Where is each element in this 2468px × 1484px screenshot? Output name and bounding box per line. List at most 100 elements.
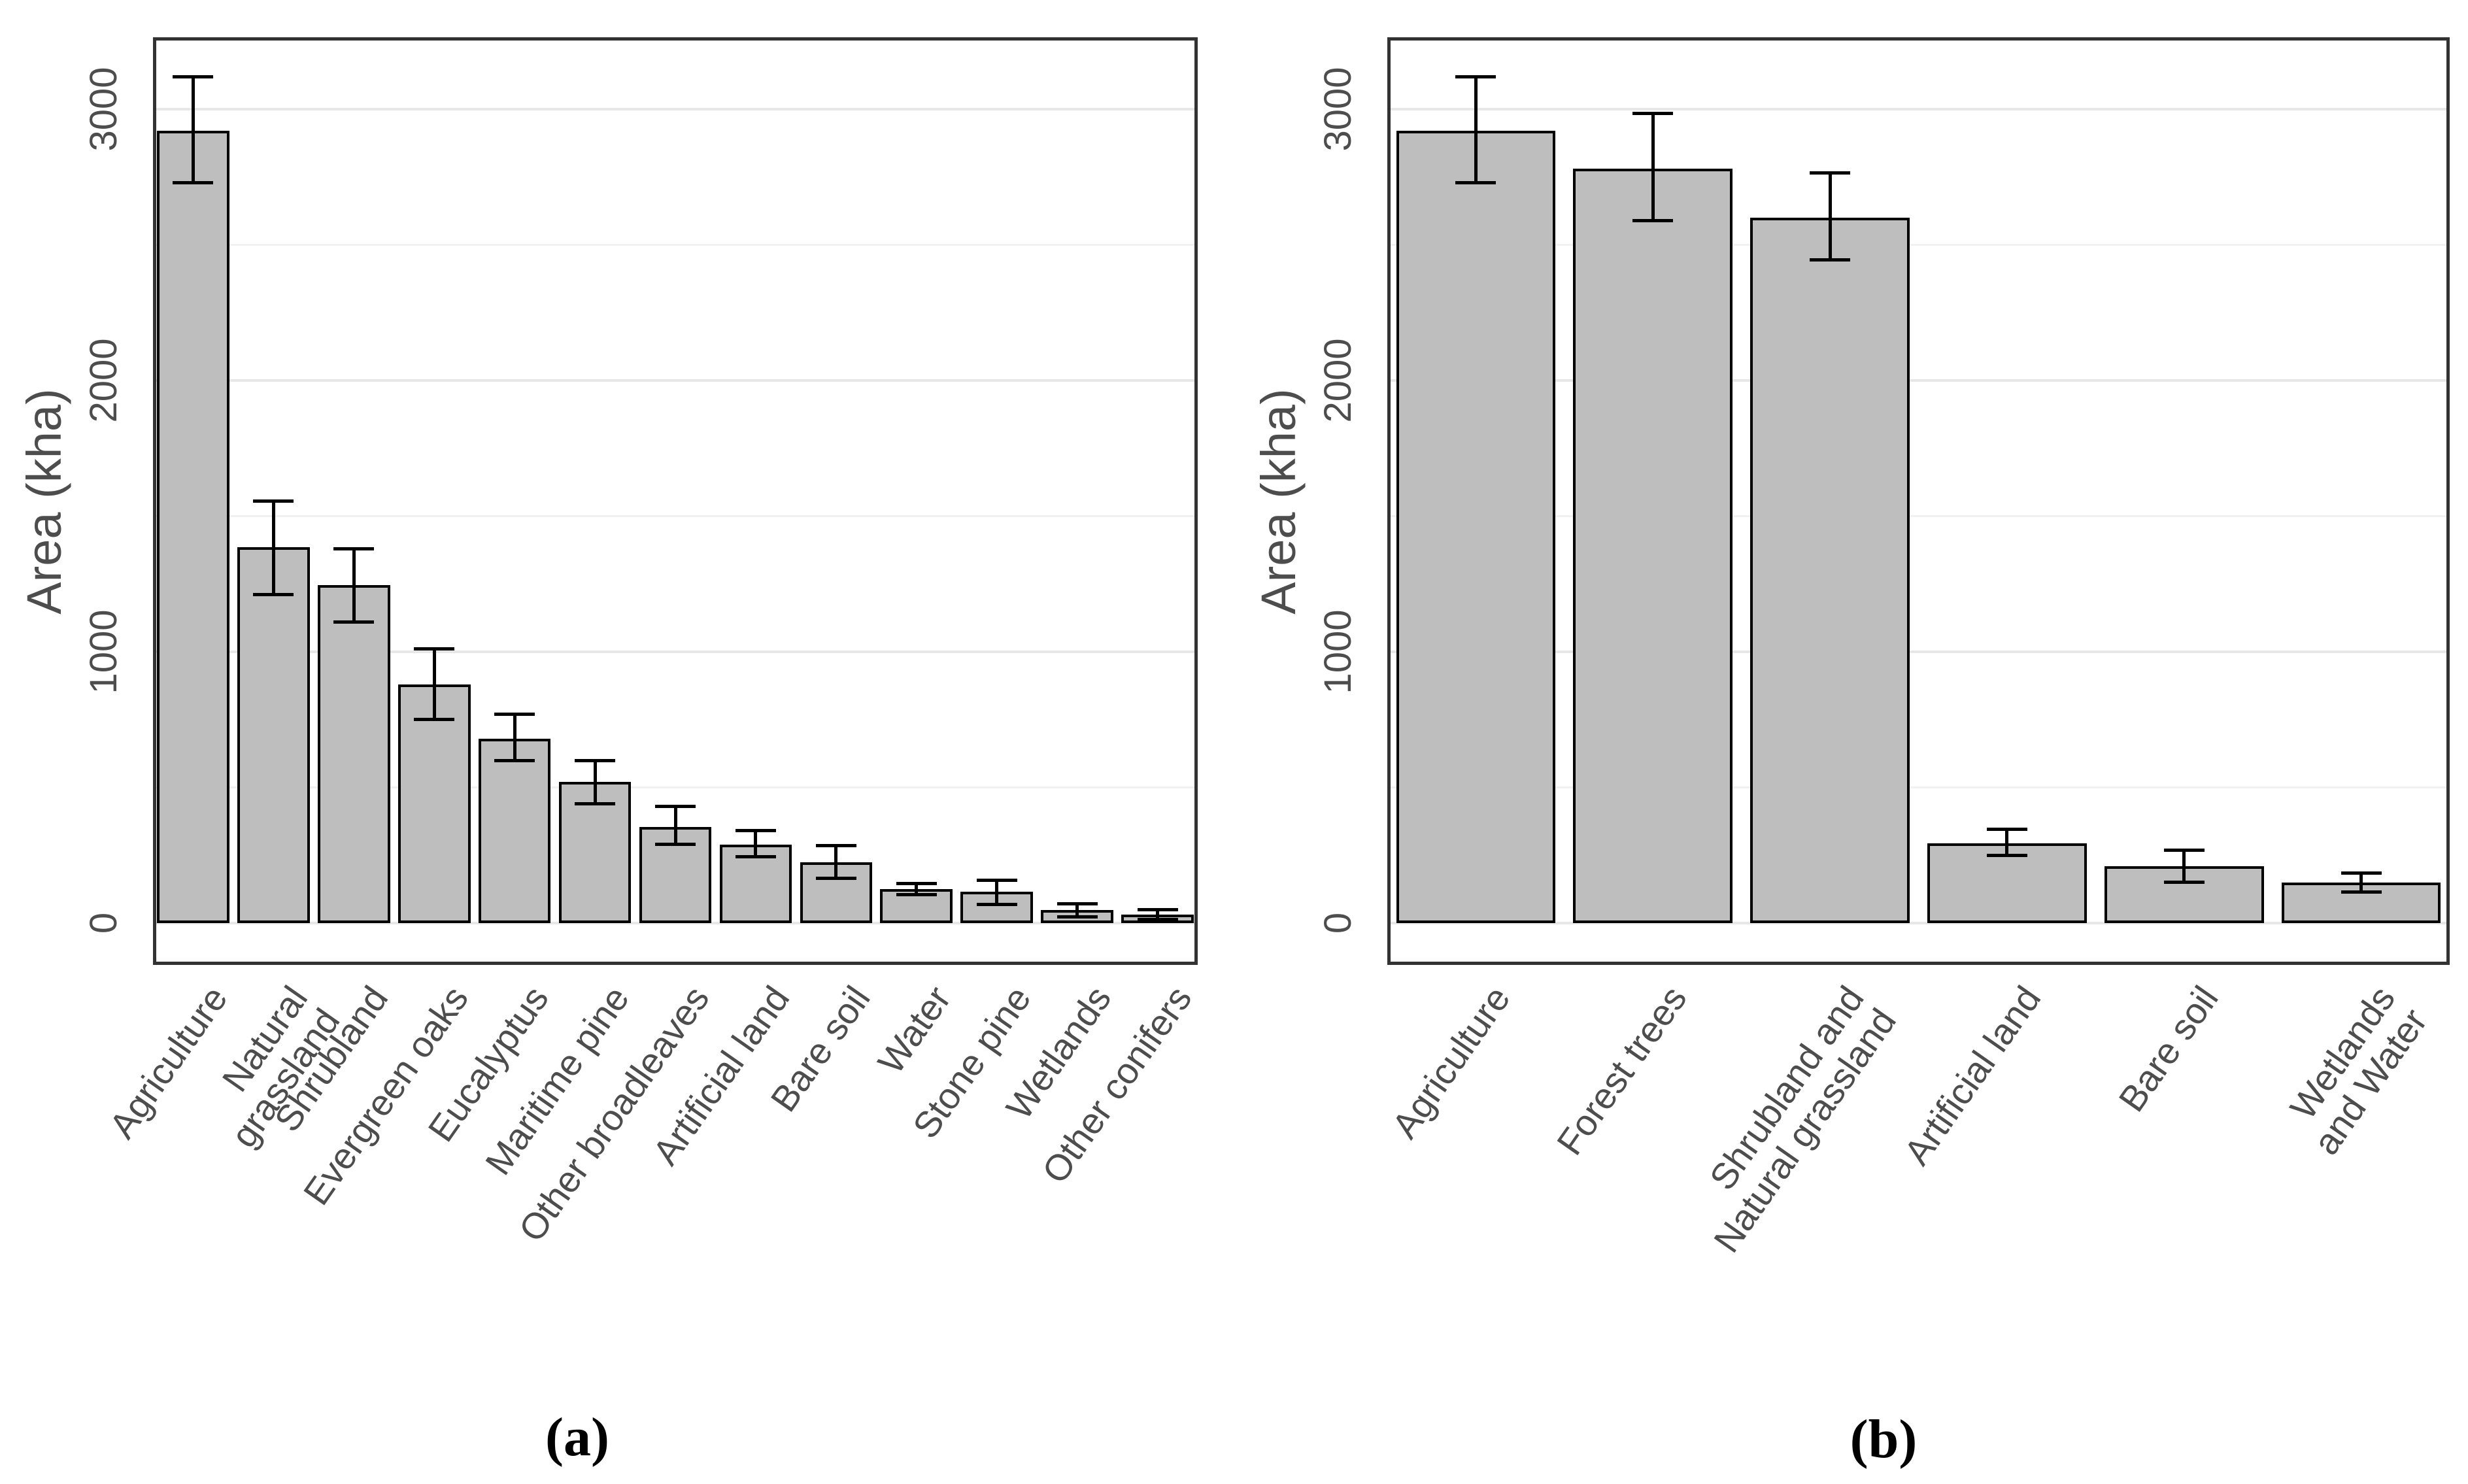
error-bar-cap-top	[414, 647, 455, 651]
error-bar-cap-top	[1137, 907, 1178, 911]
gridline-major	[1387, 107, 2450, 110]
error-bar-cap-bottom	[896, 893, 937, 897]
bar	[1750, 218, 1910, 924]
error-bar-cap-top	[815, 844, 856, 848]
gridline-major	[153, 922, 1198, 925]
gridline-minor	[1387, 515, 2450, 518]
error-bar-line	[1651, 113, 1655, 221]
bar	[1396, 131, 1556, 924]
y-tick-label: 3000	[1316, 67, 1359, 152]
error-bar-cap-bottom	[735, 854, 776, 858]
x-tick-label: Shrubland and Natural grassland	[1701, 978, 1904, 1260]
error-bar-cap-bottom	[1632, 218, 1674, 222]
x-tick-label: Bare soil	[2110, 978, 2226, 1119]
bar	[1573, 169, 1733, 924]
error-bar-cap-top	[1057, 902, 1098, 905]
error-bar-cap-top	[1632, 111, 1674, 115]
error-bar-line	[2005, 829, 2009, 856]
error-bar-cap-bottom	[1057, 915, 1098, 919]
error-bar-cap-top	[1810, 171, 1851, 175]
bar	[237, 547, 310, 924]
error-bar-cap-bottom	[1986, 853, 2027, 857]
error-bar-line	[995, 880, 999, 905]
y-tick-label: 3000	[82, 67, 125, 152]
bar	[639, 826, 712, 924]
plot-area-b	[1387, 37, 2450, 965]
panel-caption-b: (b)	[1850, 1409, 1918, 1470]
gridline-layer-b	[1387, 37, 2450, 965]
gridline-major	[1387, 922, 2450, 925]
error-bar-line	[352, 548, 356, 622]
error-bar-cap-bottom	[976, 902, 1017, 906]
gridline-major	[153, 107, 1198, 110]
error-bar-cap-bottom	[173, 180, 214, 184]
x-tick-label: Agriculture	[1383, 978, 1518, 1146]
gridline-minor	[153, 515, 1198, 518]
y-tick-label: 1000	[82, 609, 125, 694]
y-tick-label: 2000	[82, 338, 125, 423]
error-bar-line	[1828, 173, 1832, 260]
error-bar-cap-bottom	[575, 801, 616, 805]
bar	[157, 131, 229, 924]
error-bar-cap-bottom	[1455, 180, 1496, 184]
x-tick-label: Wetlands and Water	[2282, 978, 2436, 1162]
y-tick-label: 1000	[1316, 609, 1359, 694]
error-bar-cap-top	[1455, 75, 1496, 78]
error-bar-line	[191, 76, 195, 183]
y-tick-label: 0	[82, 912, 125, 934]
error-bar-line	[1474, 76, 1478, 183]
bar	[478, 738, 551, 924]
error-bar-cap-bottom	[253, 593, 294, 597]
error-bar-cap-top	[1986, 828, 2027, 832]
gridline-minor	[1387, 786, 2450, 789]
error-bar-line	[1156, 909, 1160, 920]
gridline-major	[153, 650, 1198, 654]
error-bar-cap-bottom	[494, 758, 535, 762]
error-bar-line	[2359, 873, 2363, 892]
x-tick-label: Artificial land	[1896, 978, 2049, 1173]
error-bar-cap-top	[896, 882, 937, 886]
error-bar-cap-bottom	[2341, 890, 2382, 894]
error-bar-cap-top	[655, 805, 696, 809]
error-bar-cap-top	[976, 879, 1017, 883]
bar-layer-b	[1387, 37, 2450, 965]
error-bar-cap-bottom	[2163, 881, 2205, 885]
error-bar-cap-top	[253, 499, 294, 503]
error-bar-cap-bottom	[815, 877, 856, 881]
error-bar-cap-bottom	[333, 620, 375, 624]
error-bar-line	[271, 501, 275, 595]
gridline-minor	[153, 244, 1198, 246]
error-bar-cap-top	[2163, 848, 2205, 852]
error-bar-line	[673, 806, 677, 845]
error-bar-cap-top	[575, 758, 616, 762]
gridline-minor	[153, 786, 1198, 789]
y-tick-label: 2000	[1316, 338, 1359, 423]
error-bar-line	[432, 649, 436, 720]
error-bar-line	[1075, 903, 1079, 917]
error-bar-cap-top	[2341, 871, 2382, 875]
panel-caption-a: (a)	[545, 1407, 609, 1468]
error-bar-cap-top	[333, 547, 375, 550]
bar-layer-a	[153, 37, 1198, 965]
error-bar-cap-bottom	[655, 843, 696, 847]
error-bar-cap-bottom	[1137, 918, 1178, 922]
gridline-major	[1387, 379, 2450, 382]
error-bar-line	[915, 883, 919, 895]
error-bar-cap-bottom	[414, 718, 455, 722]
gridline-major	[153, 379, 1198, 382]
error-bar-line	[2182, 850, 2186, 883]
plot-area-a	[153, 37, 1198, 965]
error-bar-line	[513, 714, 516, 761]
error-bar-line	[754, 830, 758, 857]
gridline-layer-a	[153, 37, 1198, 965]
gridline-major	[1387, 650, 2450, 654]
error-bar-line	[834, 845, 838, 879]
error-bar-cap-bottom	[1810, 258, 1851, 261]
error-bar-line	[593, 760, 597, 804]
x-tick-label: Forest trees	[1549, 978, 1695, 1162]
bar	[558, 782, 632, 924]
y-tick-label: 0	[1316, 912, 1359, 934]
bar	[317, 585, 390, 924]
error-bar-cap-top	[173, 75, 214, 78]
